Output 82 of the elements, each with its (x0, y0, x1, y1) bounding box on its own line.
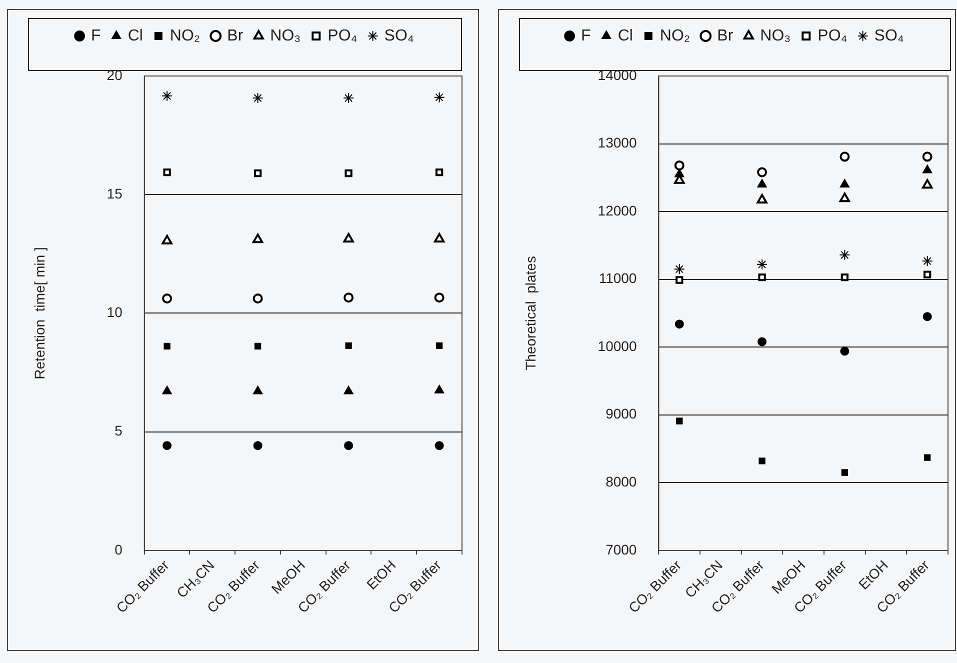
legend-label: F (581, 27, 592, 44)
legend-label: PO₄ (328, 27, 358, 44)
point (252, 234, 264, 244)
legend-label: NO₂ (170, 27, 200, 44)
point (163, 168, 171, 176)
point (344, 292, 354, 303)
point (840, 152, 850, 162)
point (344, 169, 352, 178)
legend-label: F (91, 27, 102, 44)
point (839, 249, 850, 260)
y-axis-title: Theoretical plates (522, 256, 538, 370)
legend-label: Br (717, 27, 734, 44)
y-tick-label: 10000 (598, 338, 637, 354)
point (345, 342, 352, 350)
point (162, 90, 173, 102)
point (758, 337, 767, 346)
point (434, 92, 445, 103)
point (922, 179, 933, 189)
point (254, 169, 262, 178)
point (924, 270, 932, 278)
legend-label: Cl (128, 27, 143, 44)
y-tick-label: 7000 (606, 541, 637, 558)
point (252, 294, 263, 304)
y-tick-label: 13000 (598, 134, 637, 151)
y-tick-label: 9000 (606, 406, 637, 422)
point (839, 192, 850, 202)
legend-label: Br (227, 27, 244, 44)
point (674, 168, 684, 178)
y-tick-label: 10 (106, 304, 123, 320)
point (840, 273, 849, 282)
point (840, 346, 850, 356)
y-tick-label: 15 (106, 185, 123, 202)
point (758, 273, 766, 282)
point (922, 152, 932, 162)
point (162, 234, 172, 244)
y-tick-label: 8000 (606, 474, 637, 490)
point (253, 441, 262, 450)
legend-label: PO₄ (818, 27, 848, 44)
legend-label: SO₄ (874, 27, 904, 44)
point (344, 386, 354, 394)
point (164, 342, 170, 350)
point (922, 256, 933, 267)
point (343, 232, 354, 242)
point (434, 232, 445, 242)
point (756, 194, 768, 204)
point (674, 264, 685, 275)
point (162, 441, 172, 450)
point (344, 441, 354, 450)
point (757, 178, 767, 188)
point (676, 276, 684, 284)
point (924, 454, 931, 461)
point (434, 441, 444, 450)
legend-label: SO₄ (384, 27, 414, 44)
point (434, 384, 444, 394)
y-tick-label: 12000 (598, 202, 637, 218)
point (757, 167, 768, 178)
point (674, 320, 684, 329)
point (922, 312, 932, 322)
y-tick-label: 0 (114, 541, 123, 558)
point (840, 178, 850, 188)
y-tick-label: 11000 (598, 270, 637, 286)
point (162, 386, 172, 394)
point (758, 458, 766, 464)
point (841, 469, 848, 476)
point (922, 164, 932, 174)
point (343, 92, 354, 104)
point (676, 418, 683, 424)
point (252, 386, 263, 394)
point (674, 160, 684, 170)
point (756, 258, 768, 270)
point (162, 294, 172, 304)
legend-label: NO₃ (760, 27, 791, 44)
point (254, 342, 262, 350)
legend-label: NO₂ (660, 27, 690, 44)
y-axis-title: Retention time[ min ] (31, 247, 48, 380)
point (436, 342, 443, 350)
point (435, 168, 444, 176)
y-tick-label: 5 (114, 422, 123, 439)
legend-label: NO₃ (270, 27, 301, 44)
legend-label: Cl (618, 27, 633, 44)
point (252, 92, 264, 104)
point (434, 292, 444, 303)
